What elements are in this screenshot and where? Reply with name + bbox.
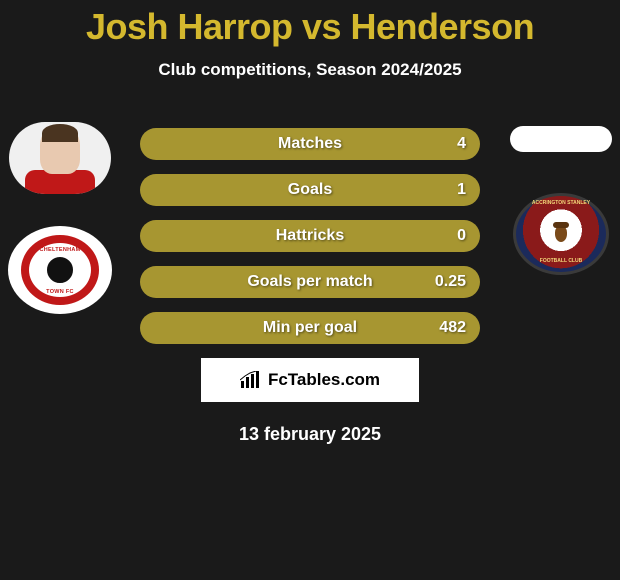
stat-label: Matches <box>140 135 480 153</box>
subtitle: Club competitions, Season 2024/2025 <box>0 60 620 80</box>
stat-bars: Matches4Goals1Hattricks0Goals per match0… <box>140 128 480 344</box>
right-player-column: ACCRINGTON STANLEY FOOTBALL CLUB <box>510 126 612 278</box>
left-club-crest: CHELTENHAM TOWN FC <box>8 226 112 314</box>
stat-bar: Goals per match0.25 <box>140 266 480 298</box>
stat-bar: Min per goal482 <box>140 312 480 344</box>
bar-chart-icon <box>240 371 262 389</box>
stat-bar: Hattricks0 <box>140 220 480 252</box>
brand-text: FcTables.com <box>268 370 380 390</box>
stat-label: Min per goal <box>140 319 480 337</box>
stat-bar: Goals1 <box>140 174 480 206</box>
stat-value-right: 0 <box>457 227 466 245</box>
stat-label: Goals <box>140 181 480 199</box>
right-club-crest: ACCRINGTON STANLEY FOOTBALL CLUB <box>510 190 612 278</box>
page-title: Josh Harrop vs Henderson <box>0 0 620 48</box>
comparison-date: 13 february 2025 <box>0 424 620 445</box>
comparison-area: CHELTENHAM TOWN FC ACCRINGTON STANLEY FO… <box>0 128 620 344</box>
brand-badge: FcTables.com <box>201 358 419 402</box>
stat-value-right: 1 <box>457 181 466 199</box>
right-player-portrait <box>510 126 612 152</box>
stat-value-right: 0.25 <box>435 273 466 291</box>
stat-label: Goals per match <box>140 273 480 291</box>
stat-label: Hattricks <box>140 227 480 245</box>
left-player-column: CHELTENHAM TOWN FC <box>8 122 112 314</box>
stat-bar: Matches4 <box>140 128 480 160</box>
left-player-portrait <box>9 122 111 194</box>
stat-value-right: 482 <box>439 319 466 337</box>
stat-value-right: 4 <box>457 135 466 153</box>
